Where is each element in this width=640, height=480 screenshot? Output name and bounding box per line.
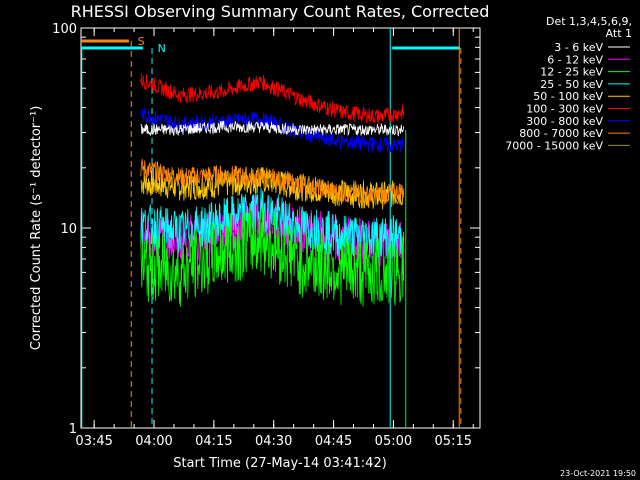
legend-label: 100 - 300 keV <box>526 103 603 116</box>
x-tick-label: 04:15 <box>195 434 232 449</box>
series-3-6kev <box>140 120 405 137</box>
series-800-7000kev <box>140 158 405 206</box>
annotations: SN <box>81 28 462 428</box>
legend-label: 3 - 6 keV <box>554 41 603 54</box>
series-group <box>140 73 405 307</box>
axis-ticks: 03:45 04:00 04:15 04:30 04:45 05:00 05:15 1 10 10… <box>52 22 480 449</box>
legend-label: 300 - 800 keV <box>526 115 603 128</box>
x-tick-label: 04:30 <box>255 434 292 449</box>
x-tick-label: 03:45 <box>75 434 112 449</box>
legend-label: 7000 - 15000 keV <box>505 139 603 152</box>
y-tick-label: 1 <box>69 422 77 437</box>
saa-label: S <box>138 35 145 48</box>
legend-header-1: Det 1,3,4,5,6,9, <box>546 15 632 28</box>
series-25-50kev <box>140 187 405 259</box>
night-label: N <box>158 42 166 55</box>
series-100-300kev <box>140 73 405 124</box>
x-axis-label: Start Time (27-May-14 03:41:42) <box>173 456 387 471</box>
y-tick-label: 10 <box>60 222 77 237</box>
legend-label: 50 - 100 keV <box>533 90 603 103</box>
legend-label: 25 - 50 keV <box>540 78 603 91</box>
x-tick-label: 04:00 <box>135 434 172 449</box>
x-tick-label: 05:15 <box>435 434 472 449</box>
series-300-800kev <box>140 107 405 154</box>
y-axis-label: Corrected Count Rate (s⁻¹ detector⁻¹) <box>29 106 44 351</box>
legend-label: 12 - 25 keV <box>540 66 603 79</box>
series-12-25kev <box>140 205 405 307</box>
legend-label: 800 - 7000 keV <box>519 127 603 140</box>
timestamp: 23-Oct-2021 19:50 <box>560 469 636 478</box>
x-tick-label: 04:45 <box>315 434 352 449</box>
y-tick-label: 100 <box>52 22 77 37</box>
legend-label: 6 - 12 keV <box>547 53 603 66</box>
legend-header-2: Att 1 <box>606 27 632 40</box>
chart-title: RHESSI Observing Summary Count Rates, Co… <box>71 2 490 21</box>
x-tick-label: 05:00 <box>375 434 412 449</box>
